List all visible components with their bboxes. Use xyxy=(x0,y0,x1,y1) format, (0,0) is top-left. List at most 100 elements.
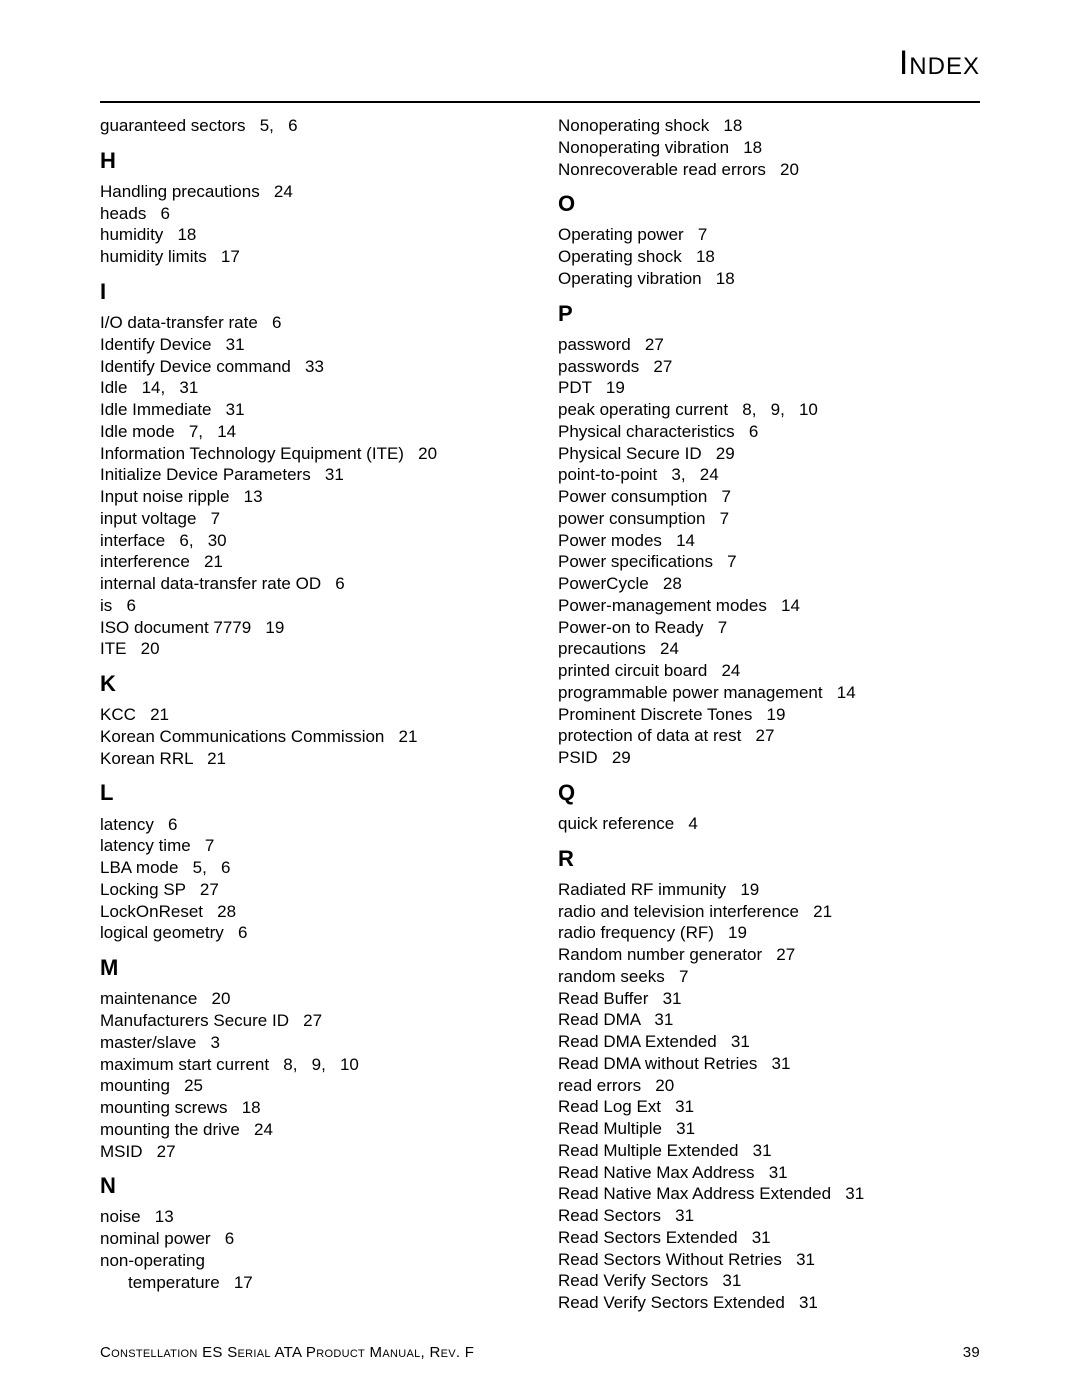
index-entry: I/O data-transfer rate 6 xyxy=(100,312,522,334)
index-term: Read Log Ext xyxy=(558,1097,661,1116)
index-entry: temperature 17 xyxy=(100,1272,522,1294)
index-term: Nonoperating shock xyxy=(558,116,709,135)
index-entry: maximum start current 8, 9, 10 xyxy=(100,1054,522,1076)
index-letter: P xyxy=(558,300,980,328)
index-pages: 31 xyxy=(661,1097,694,1116)
page: Index guaranteed sectors 5, 6HHandling p… xyxy=(0,0,1080,1397)
index-entry: Radiated RF immunity 19 xyxy=(558,879,980,901)
index-term: radio frequency (RF) xyxy=(558,923,714,942)
index-entry: passwords 27 xyxy=(558,356,980,378)
index-pages: 6 xyxy=(224,923,248,942)
index-pages: 18 xyxy=(682,247,715,266)
index-term: I/O data-transfer rate xyxy=(100,313,258,332)
index-term: Operating power xyxy=(558,225,684,244)
index-term: power consumption xyxy=(558,509,705,528)
index-term: Operating vibration xyxy=(558,269,702,288)
index-pages: 31 xyxy=(212,335,245,354)
index-pages: 5, 6 xyxy=(178,858,230,877)
index-entry: Read Buffer 31 xyxy=(558,988,980,1010)
index-letter: M xyxy=(100,954,522,982)
index-entry: nominal power 6 xyxy=(100,1228,522,1250)
index-entry: Read Multiple 31 xyxy=(558,1118,980,1140)
index-term: heads xyxy=(100,204,146,223)
index-pages: 31 xyxy=(661,1206,694,1225)
index-entry: PDT 19 xyxy=(558,377,980,399)
index-entry: Power-management modes 14 xyxy=(558,595,980,617)
index-term: precautions xyxy=(558,639,646,658)
index-pages: 6 xyxy=(154,815,178,834)
index-entry: internal data-transfer rate OD 6 xyxy=(100,573,522,595)
index-pages: 17 xyxy=(207,247,240,266)
index-entry: Input noise ripple 13 xyxy=(100,486,522,508)
index-pages: 29 xyxy=(702,444,735,463)
index-entry: PSID 29 xyxy=(558,747,980,769)
index-column-right: Nonoperating shock 18Nonoperating vibrat… xyxy=(558,115,980,1314)
index-entry: Idle 14, 31 xyxy=(100,377,522,399)
index-entry: interference 21 xyxy=(100,551,522,573)
index-pages: 21 xyxy=(136,705,169,724)
index-letter: R xyxy=(558,845,980,873)
index-pages: 7 xyxy=(665,967,689,986)
index-term: Information Technology Equipment (ITE) xyxy=(100,444,404,463)
index-entry: Operating power 7 xyxy=(558,224,980,246)
index-term: Idle xyxy=(100,378,127,397)
index-term: Read Native Max Address xyxy=(558,1163,755,1182)
index-pages: 31 xyxy=(311,465,344,484)
index-entry: LBA mode 5, 6 xyxy=(100,857,522,879)
index-term: Physical Secure ID xyxy=(558,444,702,463)
index-term: Power specifications xyxy=(558,552,713,571)
index-term: password xyxy=(558,335,631,354)
index-pages: 5, 6 xyxy=(246,116,298,135)
index-term: Read Multiple xyxy=(558,1119,662,1138)
index-term: mounting screws xyxy=(100,1098,228,1117)
index-pages: 6 xyxy=(146,204,170,223)
index-term: Identify Device xyxy=(100,335,212,354)
index-term: Read Native Max Address Extended xyxy=(558,1184,831,1203)
index-term: ITE xyxy=(100,639,126,658)
index-entry: KCC 21 xyxy=(100,704,522,726)
footer-left: Constellation ES Serial ATA Product Manu… xyxy=(100,1344,474,1361)
index-term: Idle mode xyxy=(100,422,175,441)
index-term: guaranteed sectors xyxy=(100,116,246,135)
index-pages: 20 xyxy=(197,989,230,1008)
index-term: LockOnReset xyxy=(100,902,203,921)
index-pages: 6, 30 xyxy=(165,531,226,550)
index-entry: Idle Immediate 31 xyxy=(100,399,522,421)
index-entry: radio frequency (RF) 19 xyxy=(558,922,980,944)
index-pages: 29 xyxy=(598,748,631,767)
index-pages: 13 xyxy=(229,487,262,506)
index-entry: ISO document 7779 19 xyxy=(100,617,522,639)
index-entry: MSID 27 xyxy=(100,1141,522,1163)
index-entry: Locking SP 27 xyxy=(100,879,522,901)
index-entry: Power modes 14 xyxy=(558,530,980,552)
index-term: latency time xyxy=(100,836,191,855)
index-pages: 31 xyxy=(755,1163,788,1182)
index-pages: 7 xyxy=(684,225,708,244)
index-term: interface xyxy=(100,531,165,550)
index-pages: 31 xyxy=(831,1184,864,1203)
index-term: mounting xyxy=(100,1076,170,1095)
index-pages: 31 xyxy=(739,1141,772,1160)
index-term: KCC xyxy=(100,705,136,724)
index-term: is xyxy=(100,596,112,615)
index-pages: 6 xyxy=(735,422,759,441)
index-term: Prominent Discrete Tones xyxy=(558,705,752,724)
index-term: Read DMA without Retries xyxy=(558,1054,757,1073)
index-entry: interface 6, 30 xyxy=(100,530,522,552)
index-term: Power-management modes xyxy=(558,596,767,615)
index-term: Read Multiple Extended xyxy=(558,1141,739,1160)
index-pages: 31 xyxy=(662,1119,695,1138)
index-entry: Korean RRL 21 xyxy=(100,748,522,770)
index-entry: input voltage 7 xyxy=(100,508,522,530)
index-term: Radiated RF immunity xyxy=(558,880,726,899)
index-entry: Identify Device 31 xyxy=(100,334,522,356)
index-entry: heads 6 xyxy=(100,203,522,225)
index-term: Physical characteristics xyxy=(558,422,735,441)
index-term: read errors xyxy=(558,1076,641,1095)
index-pages: 20 xyxy=(766,160,799,179)
index-entry: Operating shock 18 xyxy=(558,246,980,268)
index-pages: 31 xyxy=(785,1293,818,1312)
index-pages: 7 xyxy=(196,509,220,528)
index-entry: Power specifications 7 xyxy=(558,551,980,573)
index-pages: 21 xyxy=(799,902,832,921)
